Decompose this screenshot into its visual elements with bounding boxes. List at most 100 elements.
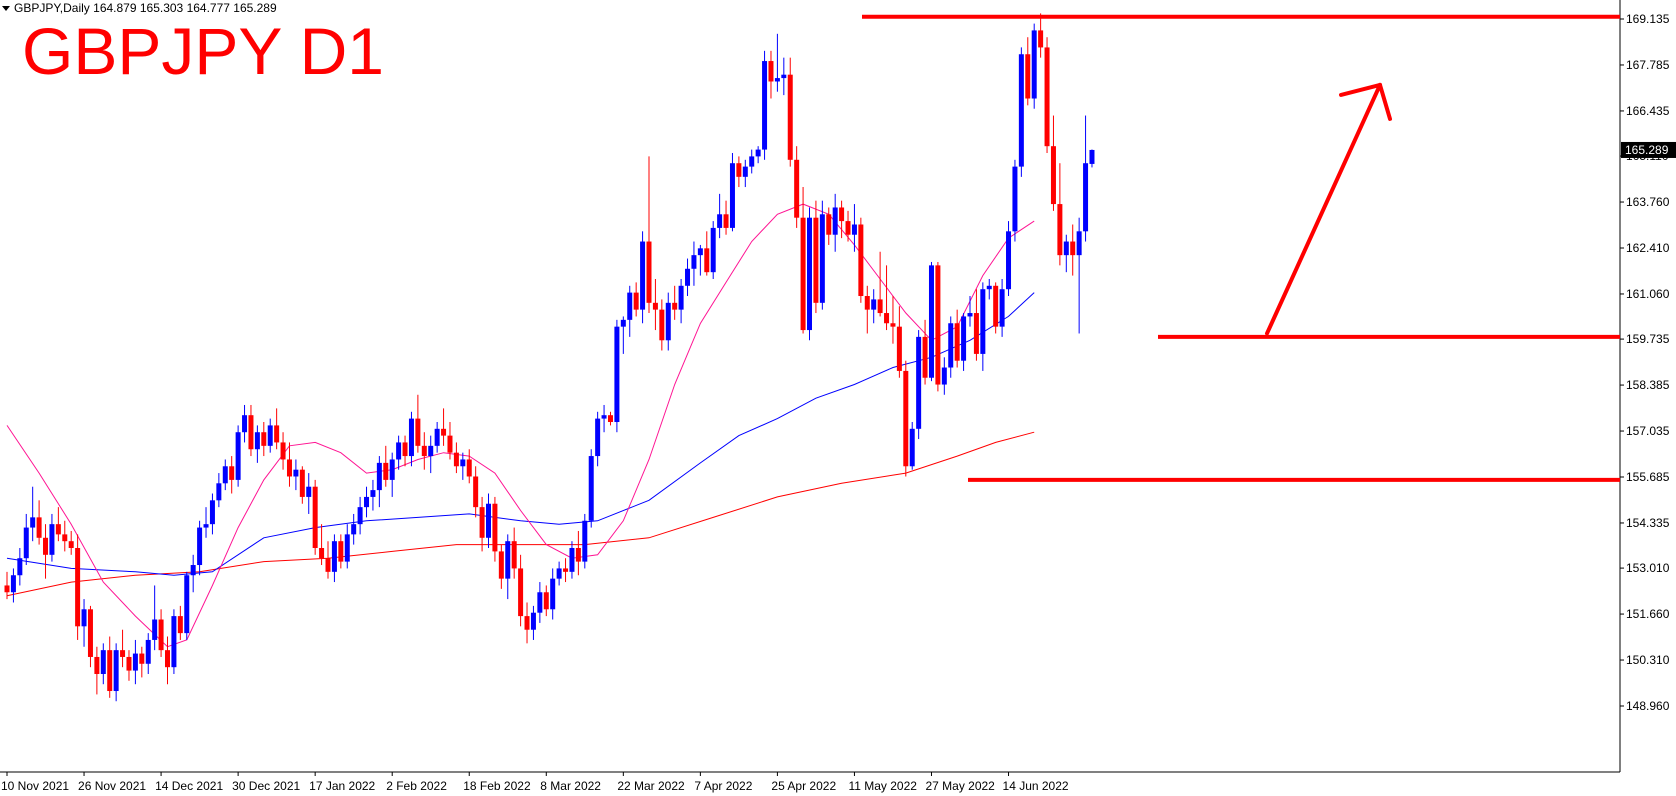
symbol-info: GBPJPY,Daily 164.879 165.303 164.777 165… (14, 1, 277, 15)
candle-body (1089, 149, 1095, 164)
candle-body (415, 418, 421, 446)
candle-body (171, 616, 177, 668)
candle (1063, 234, 1069, 273)
candle-body (325, 558, 331, 572)
candle-body (1044, 47, 1050, 147)
date-tick-label: 14 Dec 2021 (155, 779, 223, 793)
candle-body (588, 456, 594, 521)
date-tick-label: 30 Dec 2021 (232, 779, 300, 793)
candle-body (344, 534, 350, 562)
candle-body (49, 524, 55, 555)
candle (518, 554, 524, 627)
candle-body (813, 217, 819, 303)
candle-body (697, 248, 703, 256)
candle (453, 442, 459, 474)
candle-body (787, 74, 793, 160)
candle-body (858, 224, 864, 297)
candle-body (749, 156, 755, 167)
candle (486, 493, 491, 548)
candle (819, 200, 825, 310)
candle (254, 425, 260, 463)
candle (832, 193, 838, 252)
candle (49, 513, 55, 562)
candle (755, 146, 761, 164)
candle-body (357, 507, 363, 525)
candle-body (1050, 146, 1056, 205)
candle-body (896, 326, 902, 371)
candle-body (299, 469, 305, 497)
candle (890, 296, 896, 344)
candle (633, 282, 639, 317)
candle (550, 568, 556, 620)
candle-body (903, 370, 909, 467)
candle (1076, 217, 1082, 334)
price-tick-label: 167.785 (1626, 58, 1670, 72)
candle-body (941, 367, 947, 385)
candle (607, 411, 613, 426)
ma-mid-line (6, 292, 1035, 576)
candle (672, 285, 678, 320)
candle-body (768, 61, 774, 82)
candle-body (1018, 54, 1024, 167)
candle-body (961, 316, 967, 361)
candle (595, 411, 601, 467)
candle (685, 258, 691, 297)
candle-body (370, 490, 376, 497)
candle (357, 496, 363, 535)
candle (524, 602, 530, 644)
candle-body (928, 265, 934, 378)
candle-body (152, 619, 158, 640)
candle-body (627, 292, 633, 320)
candle-body (145, 639, 151, 664)
date-tick-label: 22 Mar 2022 (617, 779, 685, 793)
candle-body (935, 265, 941, 385)
candle-body (980, 289, 986, 354)
candle (441, 408, 447, 446)
current-price-label: 165.289 (1625, 143, 1669, 157)
candle (505, 534, 511, 600)
candle (325, 541, 331, 579)
candle (723, 200, 729, 235)
candle-body (242, 415, 248, 433)
candle (537, 582, 543, 623)
candle (1050, 115, 1056, 211)
candle-body (582, 520, 588, 562)
candle-body (1006, 231, 1012, 290)
candle (627, 285, 633, 337)
candle (248, 404, 254, 457)
candle (197, 520, 203, 576)
candle-body (511, 541, 517, 569)
candle (967, 296, 973, 327)
candle-body (261, 432, 267, 446)
candle (563, 558, 569, 583)
candle-body (492, 503, 498, 552)
candle-body (184, 575, 190, 634)
candle (171, 609, 177, 674)
candle-body (216, 483, 222, 501)
candle (447, 422, 453, 460)
candle-body (633, 292, 639, 310)
candle (389, 452, 395, 497)
candle-body (864, 296, 870, 310)
candle (794, 146, 800, 228)
candle (736, 156, 742, 188)
up-arrow-head-right (1378, 82, 1392, 121)
candle (781, 57, 787, 96)
candle (851, 204, 857, 252)
candle (222, 459, 228, 491)
candle (511, 527, 517, 579)
candle-body (453, 452, 459, 467)
candle (145, 633, 151, 674)
candle (421, 432, 427, 470)
candle (826, 207, 832, 245)
candle-body (434, 428, 440, 446)
candle (762, 50, 768, 160)
candle-body (800, 217, 806, 331)
candle-body (402, 442, 408, 457)
candle-body (43, 537, 49, 555)
candle-body (126, 656, 132, 671)
candle-body (595, 418, 601, 457)
candle-body (543, 592, 549, 610)
price-tick-label: 169.135 (1626, 12, 1670, 26)
menu-triangle-icon[interactable] (2, 6, 10, 11)
